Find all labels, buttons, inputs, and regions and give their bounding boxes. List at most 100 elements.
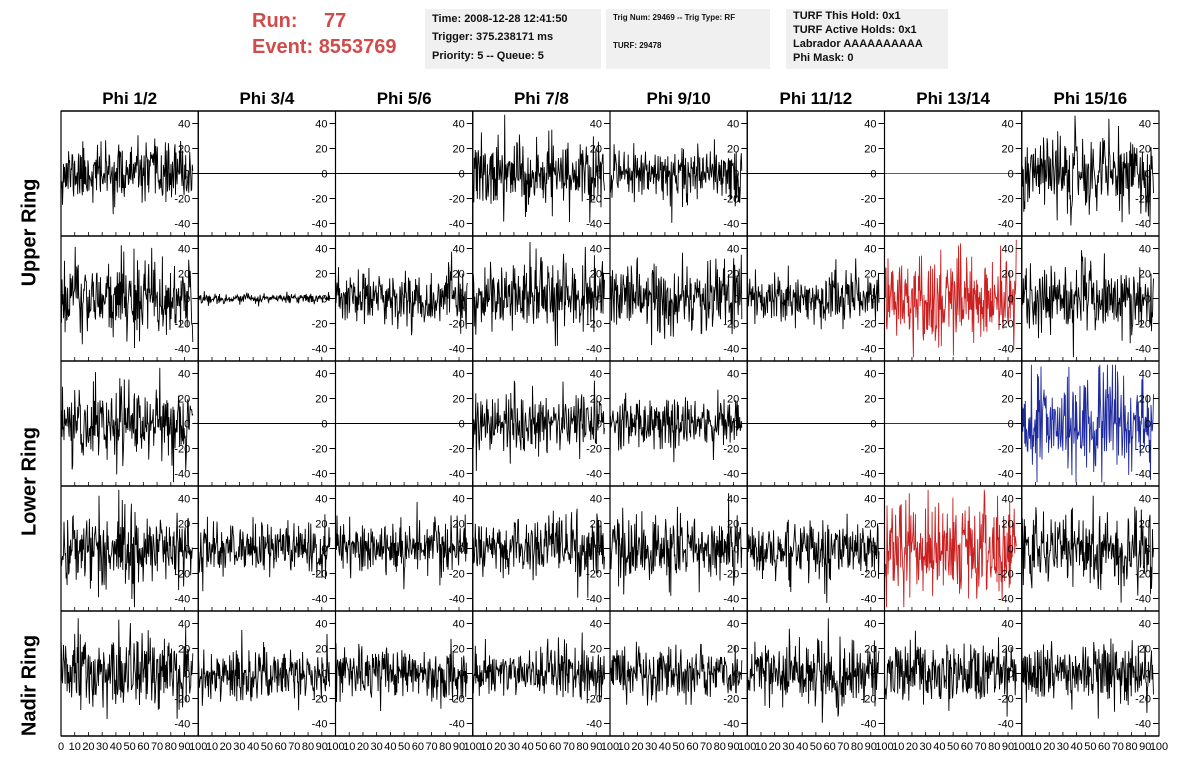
x-tick-label: 10 [343,741,355,753]
y-tick-label: 20 [864,644,876,656]
x-tick-label: 60 [137,741,149,753]
y-tick-label: -40 [449,594,465,606]
y-tick-label: -40 [174,344,190,356]
y-tick-label: -40 [998,594,1014,606]
y-tick-label: -40 [998,469,1014,481]
y-tick-label: -20 [1135,319,1151,331]
x-tick-label: 100 [601,741,619,753]
x-tick-label: 90 [1139,741,1151,753]
y-tick-label: 0 [321,294,327,306]
y-tick-label: 20 [178,144,190,156]
waveform-trace [1021,115,1154,226]
waveform-trace [60,135,194,215]
y-tick-label: 20 [1002,519,1014,531]
run-value: 77 [324,10,347,32]
y-tick-label: -40 [723,469,739,481]
y-tick-label: 0 [459,669,465,681]
y-tick-label: -20 [449,194,465,206]
x-tick-label: 60 [1098,741,1110,753]
y-tick-label: -20 [723,694,739,706]
y-tick-label: -40 [312,594,328,606]
y-tick-label: -20 [1135,444,1151,456]
x-tick-label: 20 [906,741,918,753]
y-tick-label: 0 [596,669,602,681]
column-header: Phi 15/16 [1054,89,1128,108]
x-tick-label: 10 [69,741,81,753]
y-tick-label: 0 [1145,669,1151,681]
y-tick-label: -40 [1135,719,1151,731]
y-tick-label: 40 [1139,494,1151,506]
y-tick-label: -20 [174,319,190,331]
x-tick-label: 60 [686,741,698,753]
y-tick-label: 0 [870,419,876,431]
y-tick-label: 40 [315,494,327,506]
y-tick-label: -40 [586,719,602,731]
x-tick-label: 60 [823,741,835,753]
x-tick-label: 70 [425,741,437,753]
x-tick-label: 80 [576,741,588,753]
y-tick-label: 0 [1145,294,1151,306]
y-tick-label: 0 [733,294,739,306]
y-tick-label: 20 [727,144,739,156]
y-tick-label: -20 [312,569,328,581]
y-tick-label: -20 [723,569,739,581]
x-tick-label: 80 [302,741,314,753]
time-info-box: Time: 2008-12-28 12:41:50 Trigger: 375.2… [425,9,601,69]
y-tick-label: -20 [586,444,602,456]
x-tick-label: 100 [326,741,344,753]
column-header: Phi 7/8 [514,89,569,108]
y-tick-label: 40 [178,119,190,131]
waveform-trace [60,489,194,608]
y-tick-label: -40 [1135,469,1151,481]
waveform-trace [884,239,1017,358]
y-tick-label: 0 [459,169,465,181]
y-tick-label: 40 [727,119,739,131]
y-tick-label: 20 [453,644,465,656]
y-tick-label: -40 [861,719,877,731]
y-tick-label: 20 [315,394,327,406]
y-tick-label: -20 [1135,694,1151,706]
x-tick-label: 80 [714,741,726,753]
y-tick-label: 20 [1002,394,1014,406]
y-tick-label: -40 [861,594,877,606]
y-tick-label: 40 [315,369,327,381]
y-tick-label: -40 [449,719,465,731]
x-tick-label: 40 [933,741,945,753]
y-tick-label: -20 [312,194,328,206]
x-tick-label: 30 [371,741,383,753]
waveform-trace [609,252,743,346]
y-tick-label: -40 [174,719,190,731]
x-tick-label: 10 [1029,741,1041,753]
y-tick-label: 0 [733,169,739,181]
x-tick-label: 80 [1125,741,1137,753]
y-tick-label: -20 [998,319,1014,331]
x-tick-label: 20 [1043,741,1055,753]
column-header: Phi 9/10 [646,89,710,108]
x-tick-label: 90 [178,741,190,753]
x-tick-label: 40 [110,741,122,753]
y-tick-label: 20 [315,269,327,281]
waveform-trace [197,514,331,592]
y-tick-label: 20 [453,269,465,281]
waveform-trace [609,139,743,223]
y-tick-label: -20 [586,194,602,206]
y-tick-label: -40 [312,469,328,481]
x-tick-label: 50 [535,741,547,753]
y-tick-label: -20 [861,569,877,581]
y-tick-label: 20 [727,644,739,656]
x-tick-label: 10 [618,741,630,753]
x-tick-label: 70 [151,741,163,753]
y-tick-label: 0 [1008,169,1014,181]
x-tick-label: 40 [659,741,671,753]
y-tick-label: -40 [586,344,602,356]
y-tick-label: 40 [864,119,876,131]
y-tick-label: 40 [178,369,190,381]
x-tick-label: 70 [1112,741,1124,753]
x-tick-label: 30 [96,741,108,753]
x-tick-label: 100 [464,741,482,753]
y-tick-label: 40 [727,494,739,506]
x-tick-label: 100 [875,741,893,753]
y-tick-label: -20 [1135,569,1151,581]
y-tick-label: -20 [861,694,877,706]
